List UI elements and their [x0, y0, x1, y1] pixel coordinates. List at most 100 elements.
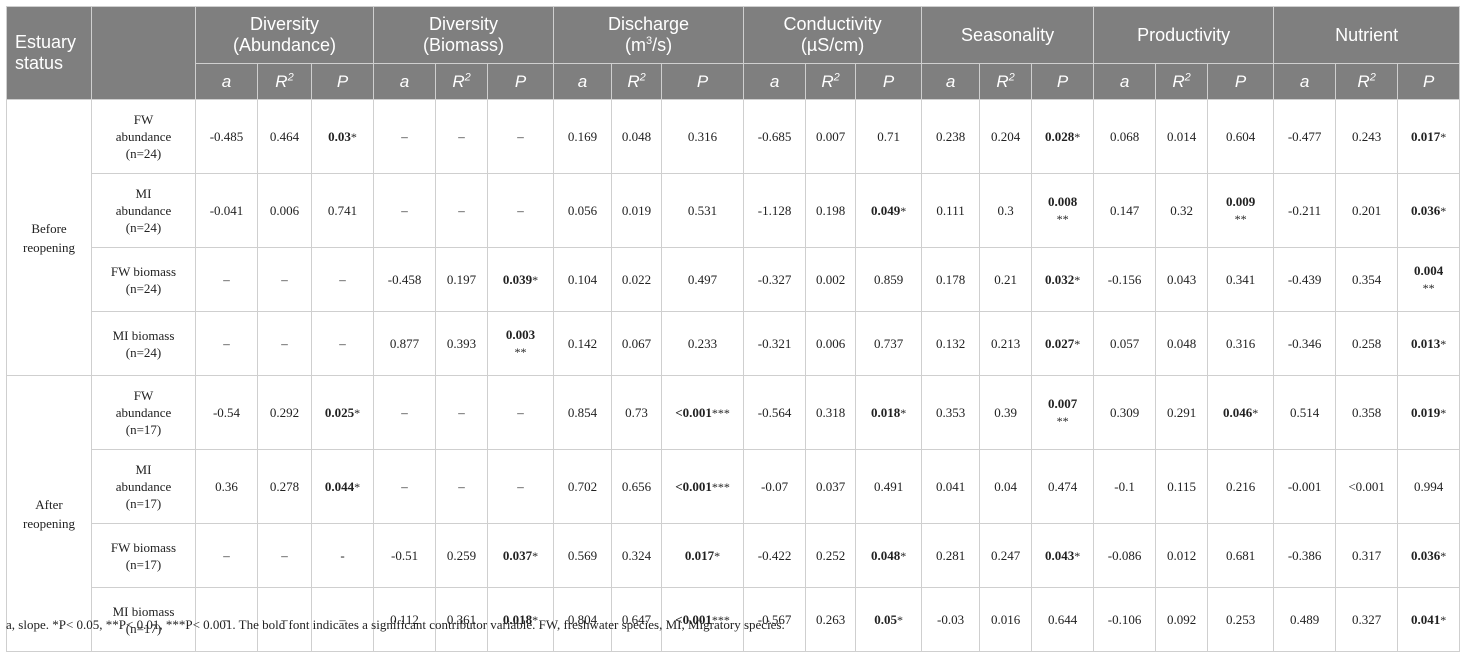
response-variable-cell: FW biomass (n=24): [91, 247, 196, 312]
header-diversity-abundance: Diversity (Abundance): [194, 6, 375, 64]
value-cell: –: [195, 247, 258, 312]
value-cell: 0.012: [1155, 523, 1209, 588]
value-cell: 0.018*: [487, 587, 555, 652]
regression-table: Estuary status Diversity (Abundance) Dive…: [6, 6, 1460, 652]
subheader-p-value: P: [1031, 63, 1095, 100]
value-cell: 0.048*: [855, 523, 923, 588]
value-cell: 0.147: [1093, 173, 1157, 248]
subheader-r-squared: R2: [435, 63, 489, 100]
header-productivity: Productivity: [1093, 6, 1275, 64]
table-body: Before reopening FW abundance (n=24) -0.485 0…: [6, 99, 1460, 652]
value-cell: -0.001: [1273, 449, 1337, 524]
value-cell: –: [373, 99, 437, 174]
value-cell: 0.178: [921, 247, 981, 312]
value-cell: 0.393: [435, 311, 489, 376]
value-cell: –: [487, 99, 555, 174]
value-cell: 0.258: [1335, 311, 1399, 376]
value-cell: 0.03*: [310, 99, 375, 174]
value-cell: 0.009 **: [1207, 173, 1275, 248]
table-row: MI abundance (n=17) 0.36 0.278 0.044* – – –0.702…: [7, 449, 1460, 524]
value-cell: 0.006: [805, 311, 857, 376]
value-cell: 0.656: [611, 449, 663, 524]
value-cell: 0.022: [611, 247, 663, 312]
value-cell: 0.037*: [487, 523, 555, 588]
subheader-r-squared: R2: [805, 63, 857, 100]
subheader-slope: a: [373, 63, 437, 100]
value-cell: 0.859: [855, 247, 923, 312]
value-cell: 0.041: [921, 449, 981, 524]
table-row: MI abundance (n=24) -0.041 0.006 0.741– – –0.05…: [7, 173, 1460, 248]
value-cell: 0.016: [979, 587, 1033, 652]
header-nutrient: Nutrient: [1273, 6, 1460, 64]
value-cell: 0.309: [1093, 375, 1157, 450]
value-cell: 0.043*: [1031, 523, 1095, 588]
header-seasonality: Seasonality: [921, 6, 1095, 64]
subheader-r-squared: R2: [1335, 63, 1399, 100]
value-cell: 0.318: [805, 375, 857, 450]
response-variable-cell: FW biomass (n=17): [91, 523, 196, 588]
value-cell: –: [435, 173, 489, 248]
value-cell: 0.068: [1093, 99, 1157, 174]
value-cell: -0.564: [743, 375, 807, 450]
table-footnote: a, slope. *P< 0.05, **P< 0.01, ***P< 0.0…: [6, 617, 785, 632]
value-cell: 0.644: [1031, 587, 1095, 652]
value-cell: –: [487, 173, 555, 248]
value-cell: 0.702: [553, 449, 613, 524]
value-cell: 0.292: [257, 375, 312, 450]
value-cell: -0.386: [1273, 523, 1337, 588]
value-cell: -0.1: [1093, 449, 1157, 524]
value-cell: 0.115: [1155, 449, 1209, 524]
value-cell: 0.464: [257, 99, 312, 174]
value-cell: 0.112: [373, 587, 437, 652]
value-cell: 0.491: [855, 449, 923, 524]
value-cell: 0.019: [611, 173, 663, 248]
value-cell: 0.3: [979, 173, 1033, 248]
value-cell: 0.514: [1273, 375, 1337, 450]
table-row: FW biomass (n=17) – – - -0.51 0.259 0.037* 0.569…: [7, 523, 1460, 588]
subheader-p-value: P: [310, 63, 375, 100]
value-cell: 0.111: [921, 173, 981, 248]
value-cell: 0.21: [979, 247, 1033, 312]
header-estuary-status: Estuary status: [6, 6, 92, 100]
value-cell: -0.458: [373, 247, 437, 312]
value-cell: 0.046*: [1207, 375, 1275, 450]
value-cell: 0.316: [661, 99, 745, 174]
value-cell: -: [310, 523, 375, 588]
value-cell: 0.013*: [1397, 311, 1460, 376]
subheader-slope: a: [921, 63, 981, 100]
value-cell: 0.243: [1335, 99, 1399, 174]
value-cell: –: [310, 587, 375, 652]
subheader-p-value: P: [487, 63, 555, 100]
value-cell: –: [435, 99, 489, 174]
value-cell: 0.358: [1335, 375, 1399, 450]
subheader-r-squared: R2: [257, 63, 312, 100]
value-cell: 0.198: [805, 173, 857, 248]
value-cell: -0.03: [921, 587, 981, 652]
value-cell: 0.169: [553, 99, 613, 174]
subheader-r-squared: R2: [979, 63, 1033, 100]
value-cell: 0.049*: [855, 173, 923, 248]
value-cell: 0.354: [1335, 247, 1399, 312]
subheader-p-value: P: [855, 63, 923, 100]
response-variable-cell: MI abundance (n=17): [91, 449, 196, 524]
value-cell: 0.497: [661, 247, 745, 312]
value-cell: -0.422: [743, 523, 807, 588]
value-cell: 0.197: [435, 247, 489, 312]
table-row: MI biomass (n=17) – – –0.112 0.361 0.018* 0.804…: [7, 587, 1460, 652]
value-cell: 0.014: [1155, 99, 1209, 174]
value-cell: –: [195, 587, 258, 652]
value-cell: <0.001***: [661, 587, 745, 652]
value-cell: –: [310, 311, 375, 376]
value-cell: 0.291: [1155, 375, 1209, 450]
response-variable-cell: FW abundance (n=17): [91, 375, 196, 450]
value-cell: –: [435, 375, 489, 450]
value-cell: 0.067: [611, 311, 663, 376]
response-variable-cell: MI biomass (n=17): [91, 587, 196, 652]
value-cell: 0.489: [1273, 587, 1337, 652]
value-cell: -0.51: [373, 523, 437, 588]
value-cell: -0.041: [195, 173, 258, 248]
value-cell: 0.737: [855, 311, 923, 376]
value-cell: 0.341: [1207, 247, 1275, 312]
value-cell: 0.004 **: [1397, 247, 1460, 312]
value-cell: -0.07: [743, 449, 807, 524]
